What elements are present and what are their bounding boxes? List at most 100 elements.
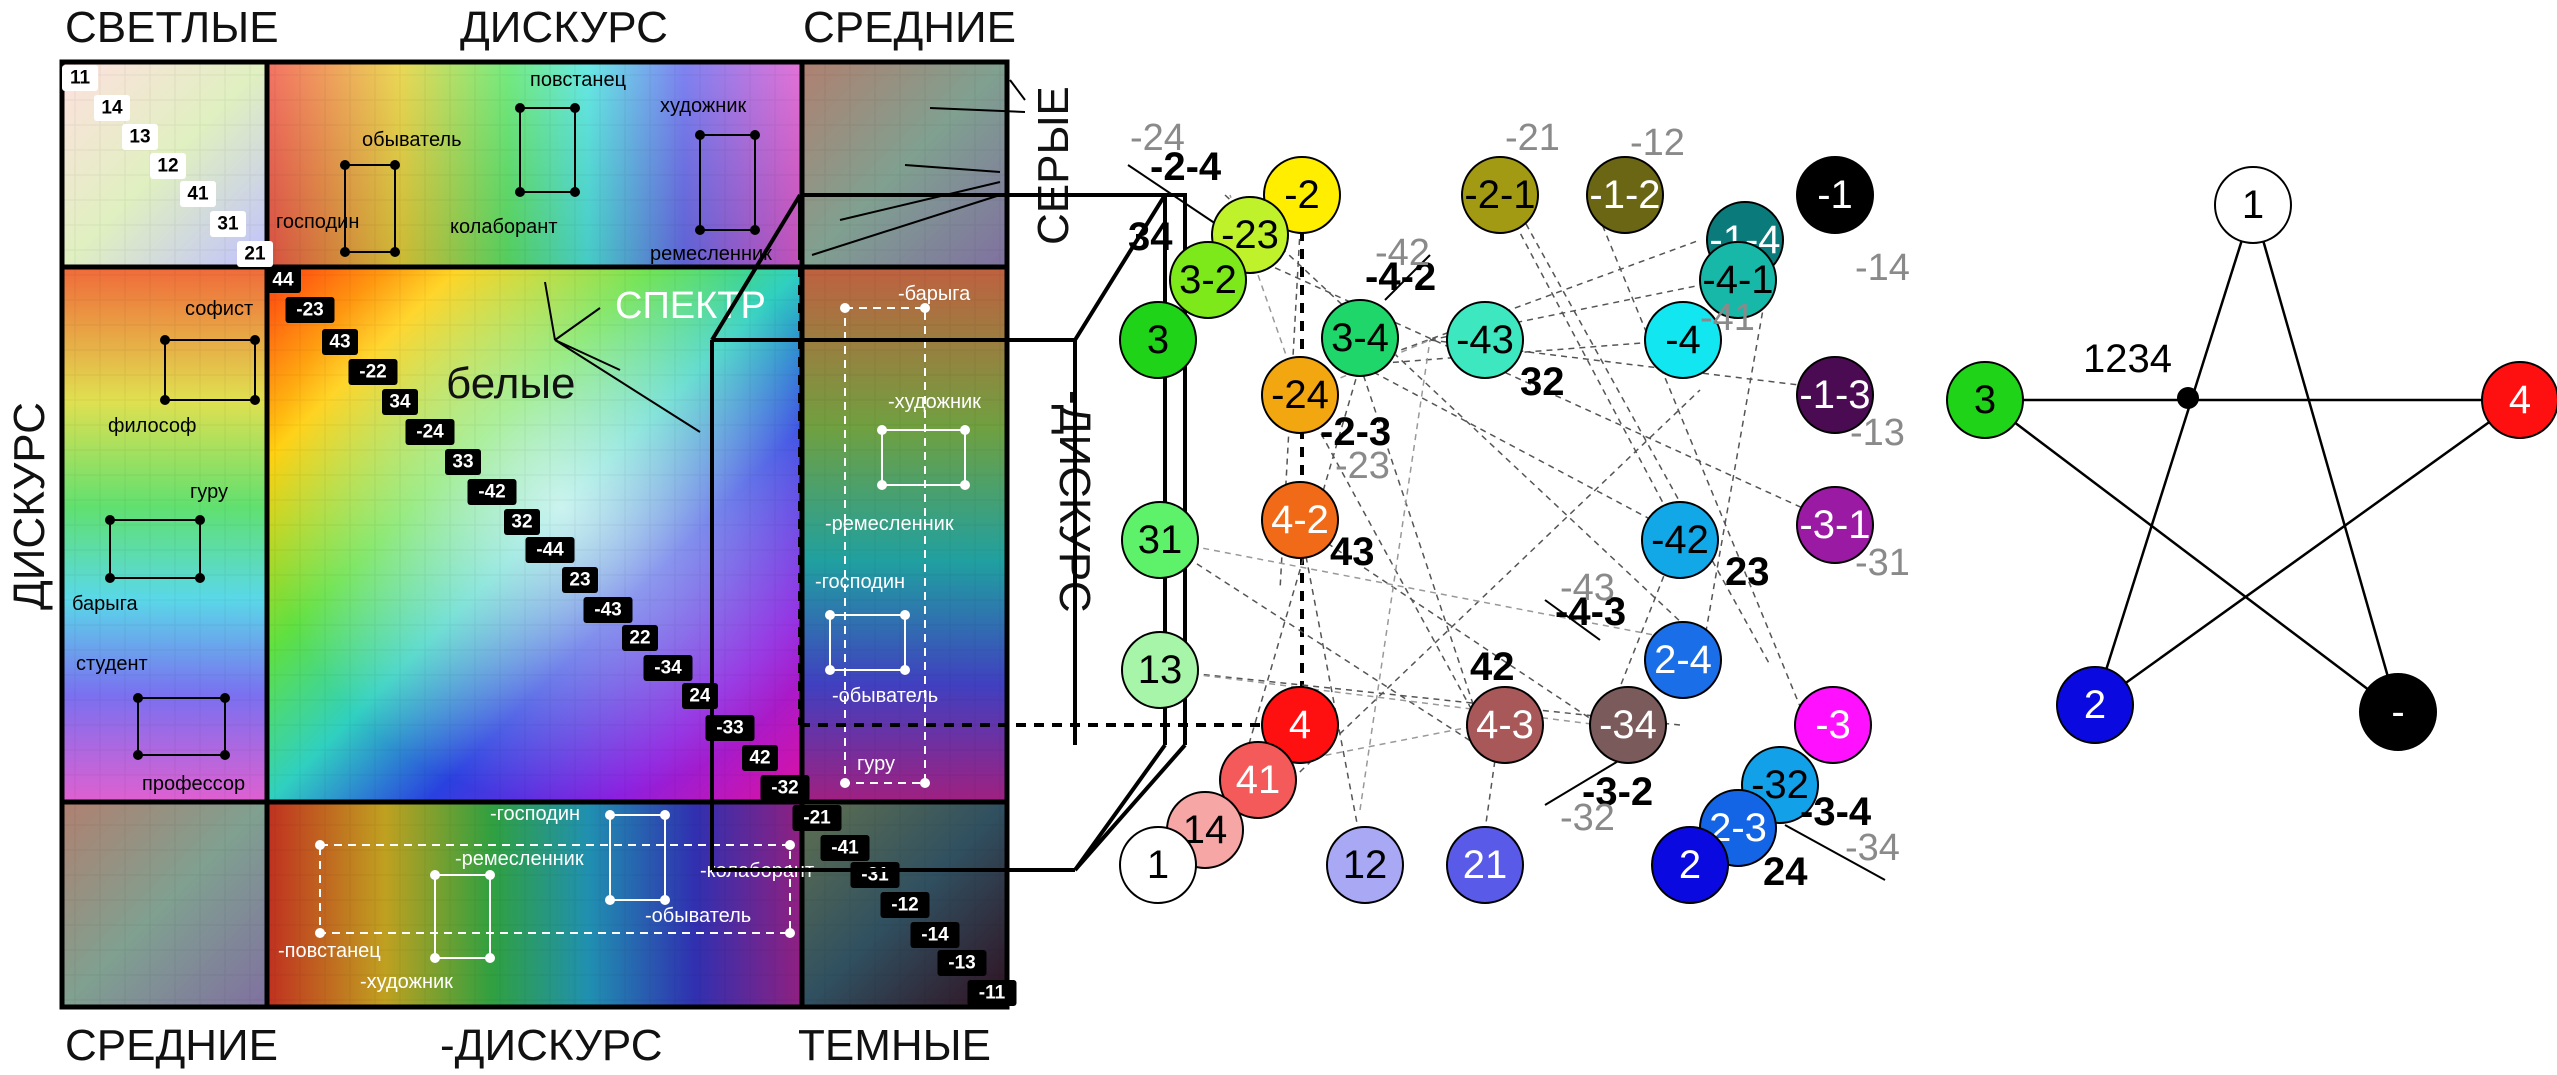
- star-node: 4: [2481, 361, 2557, 439]
- star-node-circle: [2481, 361, 2557, 439]
- cube-node-circle: [1121, 631, 1199, 709]
- light-chip-bg: [122, 124, 158, 150]
- light-chip-bg: [180, 181, 216, 207]
- heading-medium-top: СРЕДНИЕ: [803, 3, 1016, 52]
- cube-node-label: -3: [1815, 703, 1851, 747]
- cube-grey-label: -34: [1845, 827, 1900, 869]
- light-chip-text: 41: [187, 184, 209, 205]
- diagonal-chip-text: 22: [629, 628, 650, 649]
- cube-grey-label: -43: [1560, 567, 1615, 609]
- cube-node-circle: [1263, 156, 1341, 234]
- cube-node-circle: [1641, 501, 1719, 579]
- diagonal-chip-text: 23: [569, 570, 590, 591]
- cube-node-label: 3-2: [1179, 258, 1237, 302]
- cube-bold-label: -4-3: [1555, 590, 1626, 634]
- cube-node-circle: [1326, 826, 1404, 904]
- light-chip-text: 14: [101, 98, 123, 119]
- cube-bold-label: -4-2: [1365, 255, 1436, 299]
- diagonal-chip-bg: [562, 567, 598, 593]
- diagonal-chip: -34: [643, 655, 693, 681]
- diagonal-chip: -24: [405, 419, 455, 445]
- star-graph: 1234 1 3 4 2 -: [1946, 166, 2557, 751]
- dark-chip: -14: [910, 922, 960, 948]
- diagonal-chip-text: 24: [689, 686, 711, 707]
- cube-node-label: 2-4: [1654, 638, 1712, 682]
- cube-node-label: 4: [1289, 703, 1311, 747]
- heading-light: СВЕТЛЫЕ: [65, 3, 279, 52]
- cube-node: 1: [1119, 826, 1197, 904]
- dark-chip-text: -31: [861, 865, 889, 886]
- cube-node-label: -4: [1665, 318, 1701, 362]
- dark-chip-bg: [910, 922, 960, 948]
- cube-graph: -2 -2-1 -1-2 -1-23 -1-43-2 -4-13 3-4 -43 -4-24 -1…: [710, 117, 1910, 904]
- cube-node: 4-3: [1466, 686, 1544, 764]
- role-label: -художник: [360, 971, 453, 993]
- diagonal-chip-bg: [742, 745, 778, 771]
- diagonal-chip: 23: [562, 567, 598, 593]
- cube-node-label: 41: [1236, 758, 1281, 802]
- cube-node-circle: [1461, 156, 1539, 234]
- light-chip: 21: [237, 241, 273, 267]
- diagonal-chip-bg: [322, 329, 358, 355]
- cube-node-circle: [1651, 826, 1729, 904]
- cube-grey-label: -32: [1560, 797, 1615, 839]
- white-label: белые: [446, 359, 576, 408]
- cube-grey-label: -12: [1630, 122, 1685, 164]
- diagonal-chip-bg: [705, 715, 755, 741]
- cube-bold-label: 32: [1520, 360, 1565, 404]
- role-label: -господин: [490, 803, 580, 825]
- cube-node: 2: [1651, 826, 1729, 904]
- diagonal-chip-bg: [643, 655, 693, 681]
- diagonal-chip: 32: [504, 509, 540, 535]
- cube-node-circle: [1699, 241, 1777, 319]
- star-node-circle: [1946, 361, 2024, 439]
- dark-chip: -21: [792, 805, 842, 831]
- cube-node-label: 2: [1679, 843, 1701, 887]
- cube-node-circle: [1261, 356, 1339, 434]
- dark-chip: -13: [937, 950, 987, 976]
- cube-node-circle: [1121, 501, 1199, 579]
- diagonal-chip: 22: [622, 625, 658, 651]
- light-chip: 12: [150, 153, 186, 179]
- light-chip-bg: [62, 65, 98, 91]
- cube-node-label: -2-1: [1464, 173, 1535, 217]
- diagonal-chip: 24: [682, 683, 718, 709]
- role-label: -ремесленник: [455, 848, 584, 870]
- star-center-label: 1234: [2083, 337, 2172, 381]
- role-label: художник: [660, 95, 747, 117]
- diagonal-chip: -23: [285, 297, 335, 323]
- role-label: повстанец: [530, 69, 626, 91]
- role-label: обыватель: [362, 129, 462, 151]
- cube-node: 4: [1261, 686, 1339, 764]
- star-node-label: 3: [1974, 378, 1996, 422]
- diagonal-chip: -33: [705, 715, 755, 741]
- role-label: господин: [276, 211, 359, 233]
- star-node-label: 2: [2084, 683, 2106, 727]
- cube-node-label: -1-2: [1589, 173, 1660, 217]
- cube-node: -2-1: [1461, 156, 1539, 234]
- diagonal-chip-text: -42: [478, 482, 505, 503]
- role-label: -повстанец: [278, 940, 381, 962]
- dark-chip: -11: [967, 980, 1017, 1006]
- cube-node: 3: [1119, 301, 1197, 379]
- diagonal-chip: -32: [760, 775, 810, 801]
- cube-connections: [1159, 194, 1841, 866]
- heading-discourse-left: ДИСКУРС: [5, 402, 54, 610]
- cube-node: 2-4: [1644, 621, 1722, 699]
- cube-grey-label: -13: [1850, 412, 1905, 454]
- diagonal-chip: 42: [742, 745, 778, 771]
- cube-node: 3-4: [1321, 299, 1399, 377]
- diagonal-chip-text: -32: [771, 778, 798, 799]
- cube-bold-label: -2-3: [1320, 410, 1391, 454]
- diagonal-chip-bg: [583, 597, 633, 623]
- dark-chip-text: -12: [891, 895, 918, 916]
- light-chip-bg: [94, 95, 130, 121]
- cube-node-circle: [1796, 156, 1874, 234]
- dark-chip-bg: [937, 950, 987, 976]
- cube-node-circle: [1119, 826, 1197, 904]
- diagonal-chip-text: -23: [296, 300, 323, 321]
- cube-node-circle: [1219, 741, 1297, 819]
- cube-node-label: 13: [1138, 648, 1183, 692]
- dark-chip-bg: [880, 892, 930, 918]
- role-label: профессор: [142, 773, 245, 795]
